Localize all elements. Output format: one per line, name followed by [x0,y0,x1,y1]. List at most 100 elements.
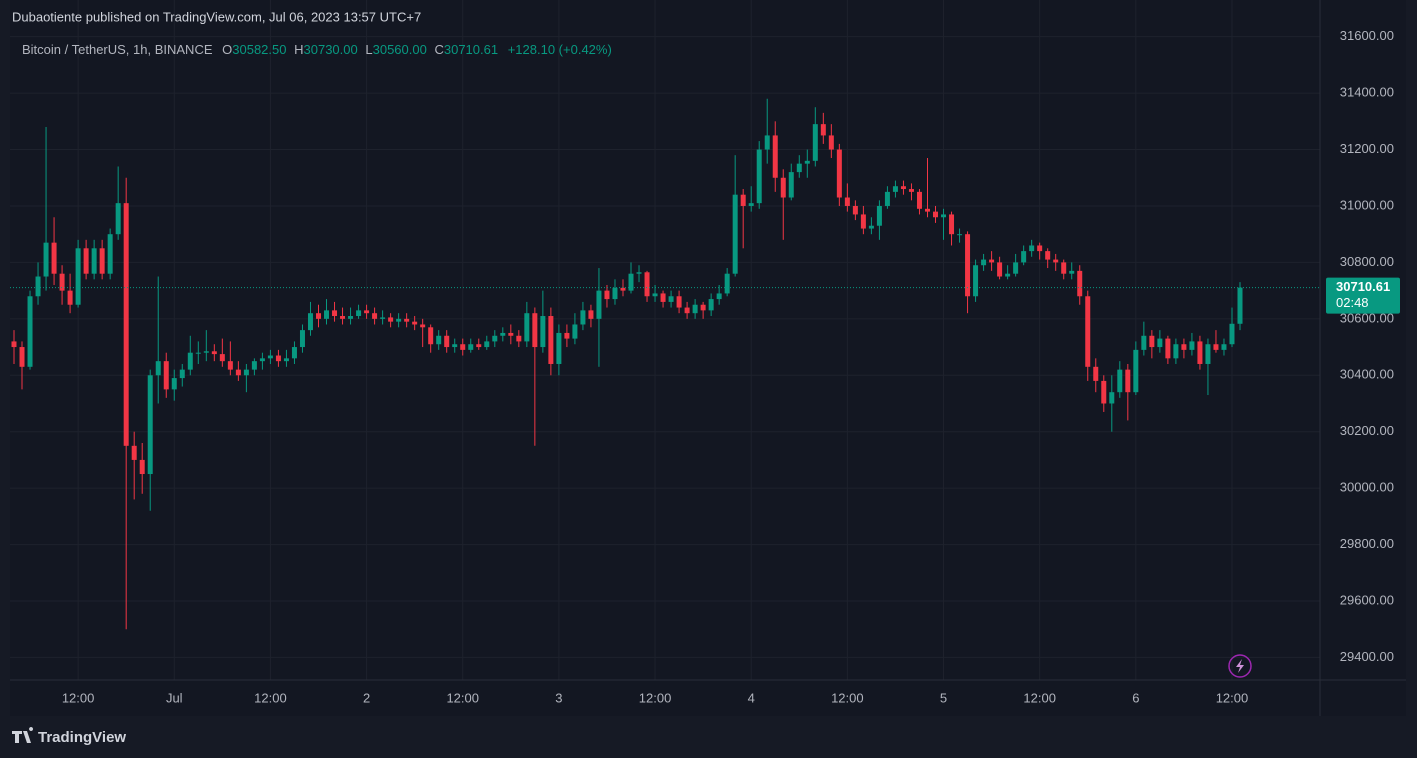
candle-body [1237,287,1243,324]
y-tick-label: 29400.00 [1340,649,1394,664]
candle-body [332,310,338,317]
candle-body [836,149,842,198]
candle-body [652,293,658,297]
candle-body [1013,262,1019,274]
x-tick-label: 6 [1132,690,1139,705]
candle-body [973,265,979,297]
o-value: 30582.50 [232,42,286,57]
candle-body [924,208,930,212]
candle-body [211,351,217,355]
candle-body [756,149,762,204]
x-tick-label: 12:00 [446,690,479,705]
symbol: Bitcoin / TetherUS, 1h, BINANCE [22,42,213,57]
candle-body [324,310,330,319]
candle-body [780,177,786,198]
candle-body [812,124,818,161]
candle-body [243,369,249,376]
y-tick-label: 31600.00 [1340,28,1394,43]
x-tick-label: 12:00 [1023,690,1056,705]
candle-body [43,242,49,277]
legend: Bitcoin / TetherUS, 1h, BINANCE O30582.5… [22,42,612,57]
candle-body [83,248,89,274]
candle-body [1077,270,1083,297]
y-tick-label: 30800.00 [1340,254,1394,269]
candle-body [67,290,73,305]
candle-body [572,324,578,339]
candle-body [452,344,458,348]
candle-body [179,369,185,379]
candle-body [1157,338,1163,348]
candle-body [275,355,281,362]
candle-body [708,299,714,311]
candle-body [860,214,866,229]
candle-body [916,191,922,209]
candle-body [259,358,265,362]
candle-body [1101,380,1107,404]
candle-body [660,293,666,302]
candle-body [1205,344,1211,364]
change: +128.10 (+0.42%) [508,42,612,57]
candle-body [764,135,770,150]
candle-body [356,310,362,317]
candle-body [981,259,987,266]
candle-body [171,378,177,390]
alert-bolt [1236,659,1244,673]
countdown: 02:48 [1336,295,1369,310]
candle-body [876,205,882,226]
candle-body [420,324,426,328]
candle-body [740,194,746,206]
candle-body [1125,369,1131,393]
candle-body [131,445,137,460]
candle-body [1197,341,1203,364]
candle-body [1149,335,1155,348]
candle-body [468,344,474,350]
candle-body [11,341,17,348]
c-label: C [434,42,443,57]
candle-body [19,347,25,367]
candle-body [644,272,650,297]
candle-body [1021,251,1027,263]
candle-body [203,351,209,353]
brand: TradingView [38,729,126,746]
candle-body [772,135,778,178]
candle-body [444,335,450,348]
candle-body [1229,323,1235,345]
candle-body [692,304,698,314]
candle-body [1221,344,1227,350]
candle-body [516,335,522,342]
candle-body [1045,251,1051,260]
candle-body [636,272,642,274]
candle-body [315,313,321,319]
x-tick-label: 4 [748,690,755,705]
candle-body [788,172,794,198]
candle-body [139,459,145,475]
candle-body [1085,296,1091,367]
candle-body [844,197,850,206]
candle-body [820,124,826,136]
x-tick-label: 3 [555,690,562,705]
candle-body [75,248,81,305]
candle-body [700,304,706,311]
candle-body [147,375,153,475]
alert-icon[interactable] [1228,654,1252,678]
candle-body [564,332,570,339]
candle-body [500,332,506,336]
l-value: 30560.00 [373,42,427,57]
y-tick-label: 30200.00 [1340,423,1394,438]
y-tick-label: 30400.00 [1340,367,1394,382]
candle-body [548,316,554,364]
candle-body [997,262,1003,277]
candle-body [460,344,466,350]
candle-body [620,287,626,291]
candle-body [852,205,858,215]
candle-body [1173,344,1179,359]
candle-body [612,287,618,300]
x-tick-label: 12:00 [62,690,95,705]
candle-body [716,293,722,300]
x-tick-label: 12:00 [639,690,672,705]
candle-body [604,290,610,300]
y-tick-label: 29600.00 [1340,592,1394,607]
candle-body [1213,344,1219,350]
candle-body [1141,335,1147,350]
candle-body [348,316,354,319]
